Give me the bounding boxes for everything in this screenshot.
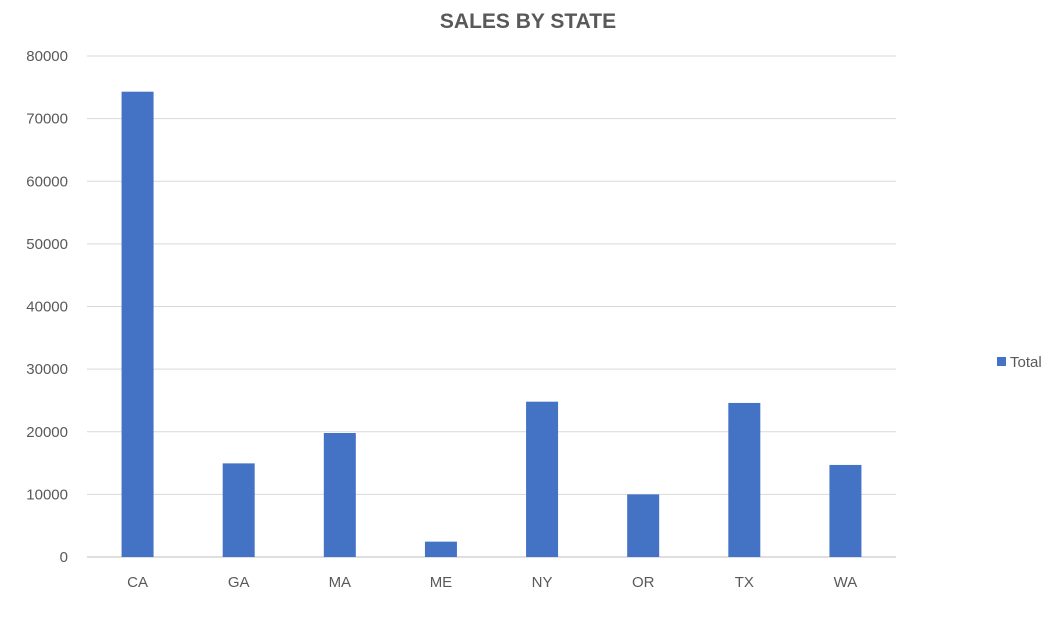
- x-tick-label: OR: [632, 574, 655, 591]
- bar-me: [424, 541, 457, 557]
- chart-title: SALES BY STATE: [440, 10, 616, 33]
- x-tick-label: MA: [329, 574, 352, 591]
- x-tick-label: ME: [430, 574, 453, 591]
- bar-ma: [323, 433, 356, 557]
- gridlines: [87, 55, 896, 558]
- bar-ca: [121, 91, 154, 557]
- y-tick-label: 50000: [26, 236, 68, 253]
- bars: [121, 91, 862, 557]
- bar-wa: [829, 464, 862, 557]
- x-axis-tick-labels: CA GA MA ME NY OR TX WA: [127, 574, 857, 591]
- bar-ny: [526, 401, 559, 557]
- x-tick-label: WA: [834, 574, 858, 591]
- y-axis-tick-labels: 0 10000 20000 30000 40000 50000 60000 70000 8000…: [26, 48, 68, 566]
- bar-ga: [222, 463, 255, 557]
- y-tick-label: 30000: [26, 361, 68, 378]
- legend-swatch-total: [997, 357, 1006, 366]
- y-tick-label: 80000: [26, 48, 68, 65]
- bar-tx: [728, 402, 761, 557]
- x-tick-label: CA: [127, 574, 148, 591]
- y-tick-label: 20000: [26, 424, 68, 441]
- legend-label-total: Total: [1010, 354, 1042, 371]
- y-tick-label: 10000: [26, 486, 68, 503]
- x-tick-label: TX: [735, 574, 754, 591]
- y-tick-label: 60000: [26, 173, 68, 190]
- x-tick-label: GA: [228, 574, 250, 591]
- x-tick-label: NY: [532, 574, 553, 591]
- bar-or: [627, 494, 660, 557]
- y-tick-label: 40000: [26, 299, 68, 316]
- y-tick-label: 0: [60, 549, 68, 566]
- y-tick-label: 70000: [26, 111, 68, 128]
- legend: Total: [997, 354, 1042, 371]
